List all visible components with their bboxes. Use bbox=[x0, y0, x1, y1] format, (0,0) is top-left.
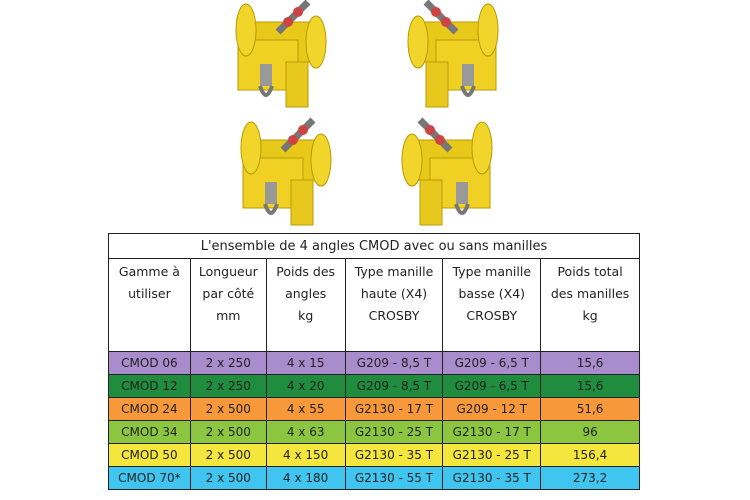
header-line: des manilles bbox=[550, 286, 630, 301]
header-cell: Poids total des manilles kg bbox=[540, 258, 640, 352]
spec-table: L'ensemble de 4 angles CMOD avec ou sans… bbox=[108, 233, 640, 490]
header-line: haute (X4) bbox=[360, 286, 428, 301]
header-line: CROSBY bbox=[368, 308, 420, 323]
header-cell: Type manille basse (X4) CROSBY bbox=[442, 258, 542, 352]
table-cell: CMOD 34 bbox=[108, 420, 191, 444]
table-cell: 273,2 bbox=[540, 466, 640, 490]
table-cell: 156,4 bbox=[540, 443, 640, 467]
table-cell: G2130 - 35 T bbox=[344, 443, 444, 467]
table-cell: G2130 - 35 T bbox=[442, 466, 542, 490]
table-cell: 96 bbox=[540, 420, 640, 444]
table-cell: 4 x 55 bbox=[265, 397, 346, 421]
header-line: kg bbox=[298, 308, 314, 323]
header-line: mm bbox=[216, 308, 241, 323]
header-cell: Longueur par côté mm bbox=[189, 258, 267, 352]
table-cell: G2130 - 25 T bbox=[344, 420, 444, 444]
table-cell: G2130 - 17 T bbox=[344, 397, 444, 421]
header-cell: Gamme à utiliser bbox=[108, 258, 191, 352]
table-cell: CMOD 24 bbox=[108, 397, 191, 421]
table-cell: 2 x 500 bbox=[189, 420, 267, 444]
header-line: par côté bbox=[202, 286, 255, 301]
table-cell: CMOD 06 bbox=[108, 351, 191, 375]
data-row: CMOD 06 2 x 250 4 x 15 G209 - 8,5 T G209 - 6… bbox=[108, 351, 640, 375]
table-cell: 4 x 180 bbox=[265, 466, 346, 490]
header-cell: Type manille haute (X4) CROSBY bbox=[344, 258, 444, 352]
table-cell: 4 x 63 bbox=[265, 420, 346, 444]
header-line: Gamme à bbox=[118, 264, 180, 279]
table-cell: 51,6 bbox=[540, 397, 640, 421]
table-cell: 4 x 20 bbox=[265, 374, 346, 398]
table-cell: 15,6 bbox=[540, 351, 640, 375]
table-cell: G2130 - 25 T bbox=[442, 443, 542, 467]
header-line: utiliser bbox=[128, 286, 171, 301]
data-row: CMOD 50 2 x 500 4 x 150 G2130 - 35 T G2130 -… bbox=[108, 443, 640, 467]
table-title: L'ensemble de 4 angles CMOD avec ou sans… bbox=[108, 233, 640, 259]
header-line: angles bbox=[285, 286, 327, 301]
header-line: Type manille bbox=[452, 264, 532, 279]
data-row: CMOD 12 2 x 250 4 x 20 G209 - 8,5 T G209 - 6… bbox=[108, 374, 640, 398]
header-line: Type manille bbox=[354, 264, 434, 279]
table-cell: G209 - 8,5 T bbox=[344, 351, 444, 375]
table-cell: G2130 - 17 T bbox=[442, 420, 542, 444]
table-cell: G2130 - 55 T bbox=[344, 466, 444, 490]
bracket-image bbox=[402, 120, 492, 225]
table-cell: CMOD 12 bbox=[108, 374, 191, 398]
table-cell: 2 x 250 bbox=[189, 374, 267, 398]
table-cell: 2 x 500 bbox=[189, 443, 267, 467]
header-line: kg bbox=[582, 308, 598, 323]
header-line: Poids total bbox=[557, 264, 623, 279]
table-cell: 15,6 bbox=[540, 374, 640, 398]
header-row: Gamme à utiliser Longueur par côté mm Poids d… bbox=[108, 258, 640, 352]
table-cell: G209 - 6,5 T bbox=[442, 351, 542, 375]
bracket-image bbox=[236, 2, 326, 107]
data-row: CMOD 24 2 x 500 4 x 55 G2130 - 17 T G209 - 1… bbox=[108, 397, 640, 421]
product-images bbox=[0, 0, 750, 232]
header-cell: Poids des angles kg bbox=[265, 258, 346, 352]
table-cell: 4 x 150 bbox=[265, 443, 346, 467]
table-cell: CMOD 70* bbox=[108, 466, 191, 490]
table-cell: G209 - 6,5 T bbox=[442, 374, 542, 398]
table-cell: G209 - 12 T bbox=[442, 397, 542, 421]
header-line: Longueur bbox=[198, 264, 258, 279]
header-line: Poids des bbox=[276, 264, 336, 279]
header-line: CROSBY bbox=[466, 308, 518, 323]
table-cell: 2 x 500 bbox=[189, 397, 267, 421]
table-cell: 2 x 500 bbox=[189, 466, 267, 490]
header-line: basse (X4) bbox=[458, 286, 526, 301]
title-row: L'ensemble de 4 angles CMOD avec ou sans… bbox=[108, 233, 640, 259]
bracket-image bbox=[241, 120, 331, 225]
table-cell: 2 x 250 bbox=[189, 351, 267, 375]
table-cell: 4 x 15 bbox=[265, 351, 346, 375]
table-cell: G209 - 8,5 T bbox=[344, 374, 444, 398]
data-row: CMOD 34 2 x 500 4 x 63 G2130 - 25 T G2130 - … bbox=[108, 420, 640, 444]
bracket-image bbox=[408, 2, 498, 107]
data-row: CMOD 70* 2 x 500 4 x 180 G2130 - 55 T G2130 … bbox=[108, 466, 640, 490]
table-cell: CMOD 50 bbox=[108, 443, 191, 467]
